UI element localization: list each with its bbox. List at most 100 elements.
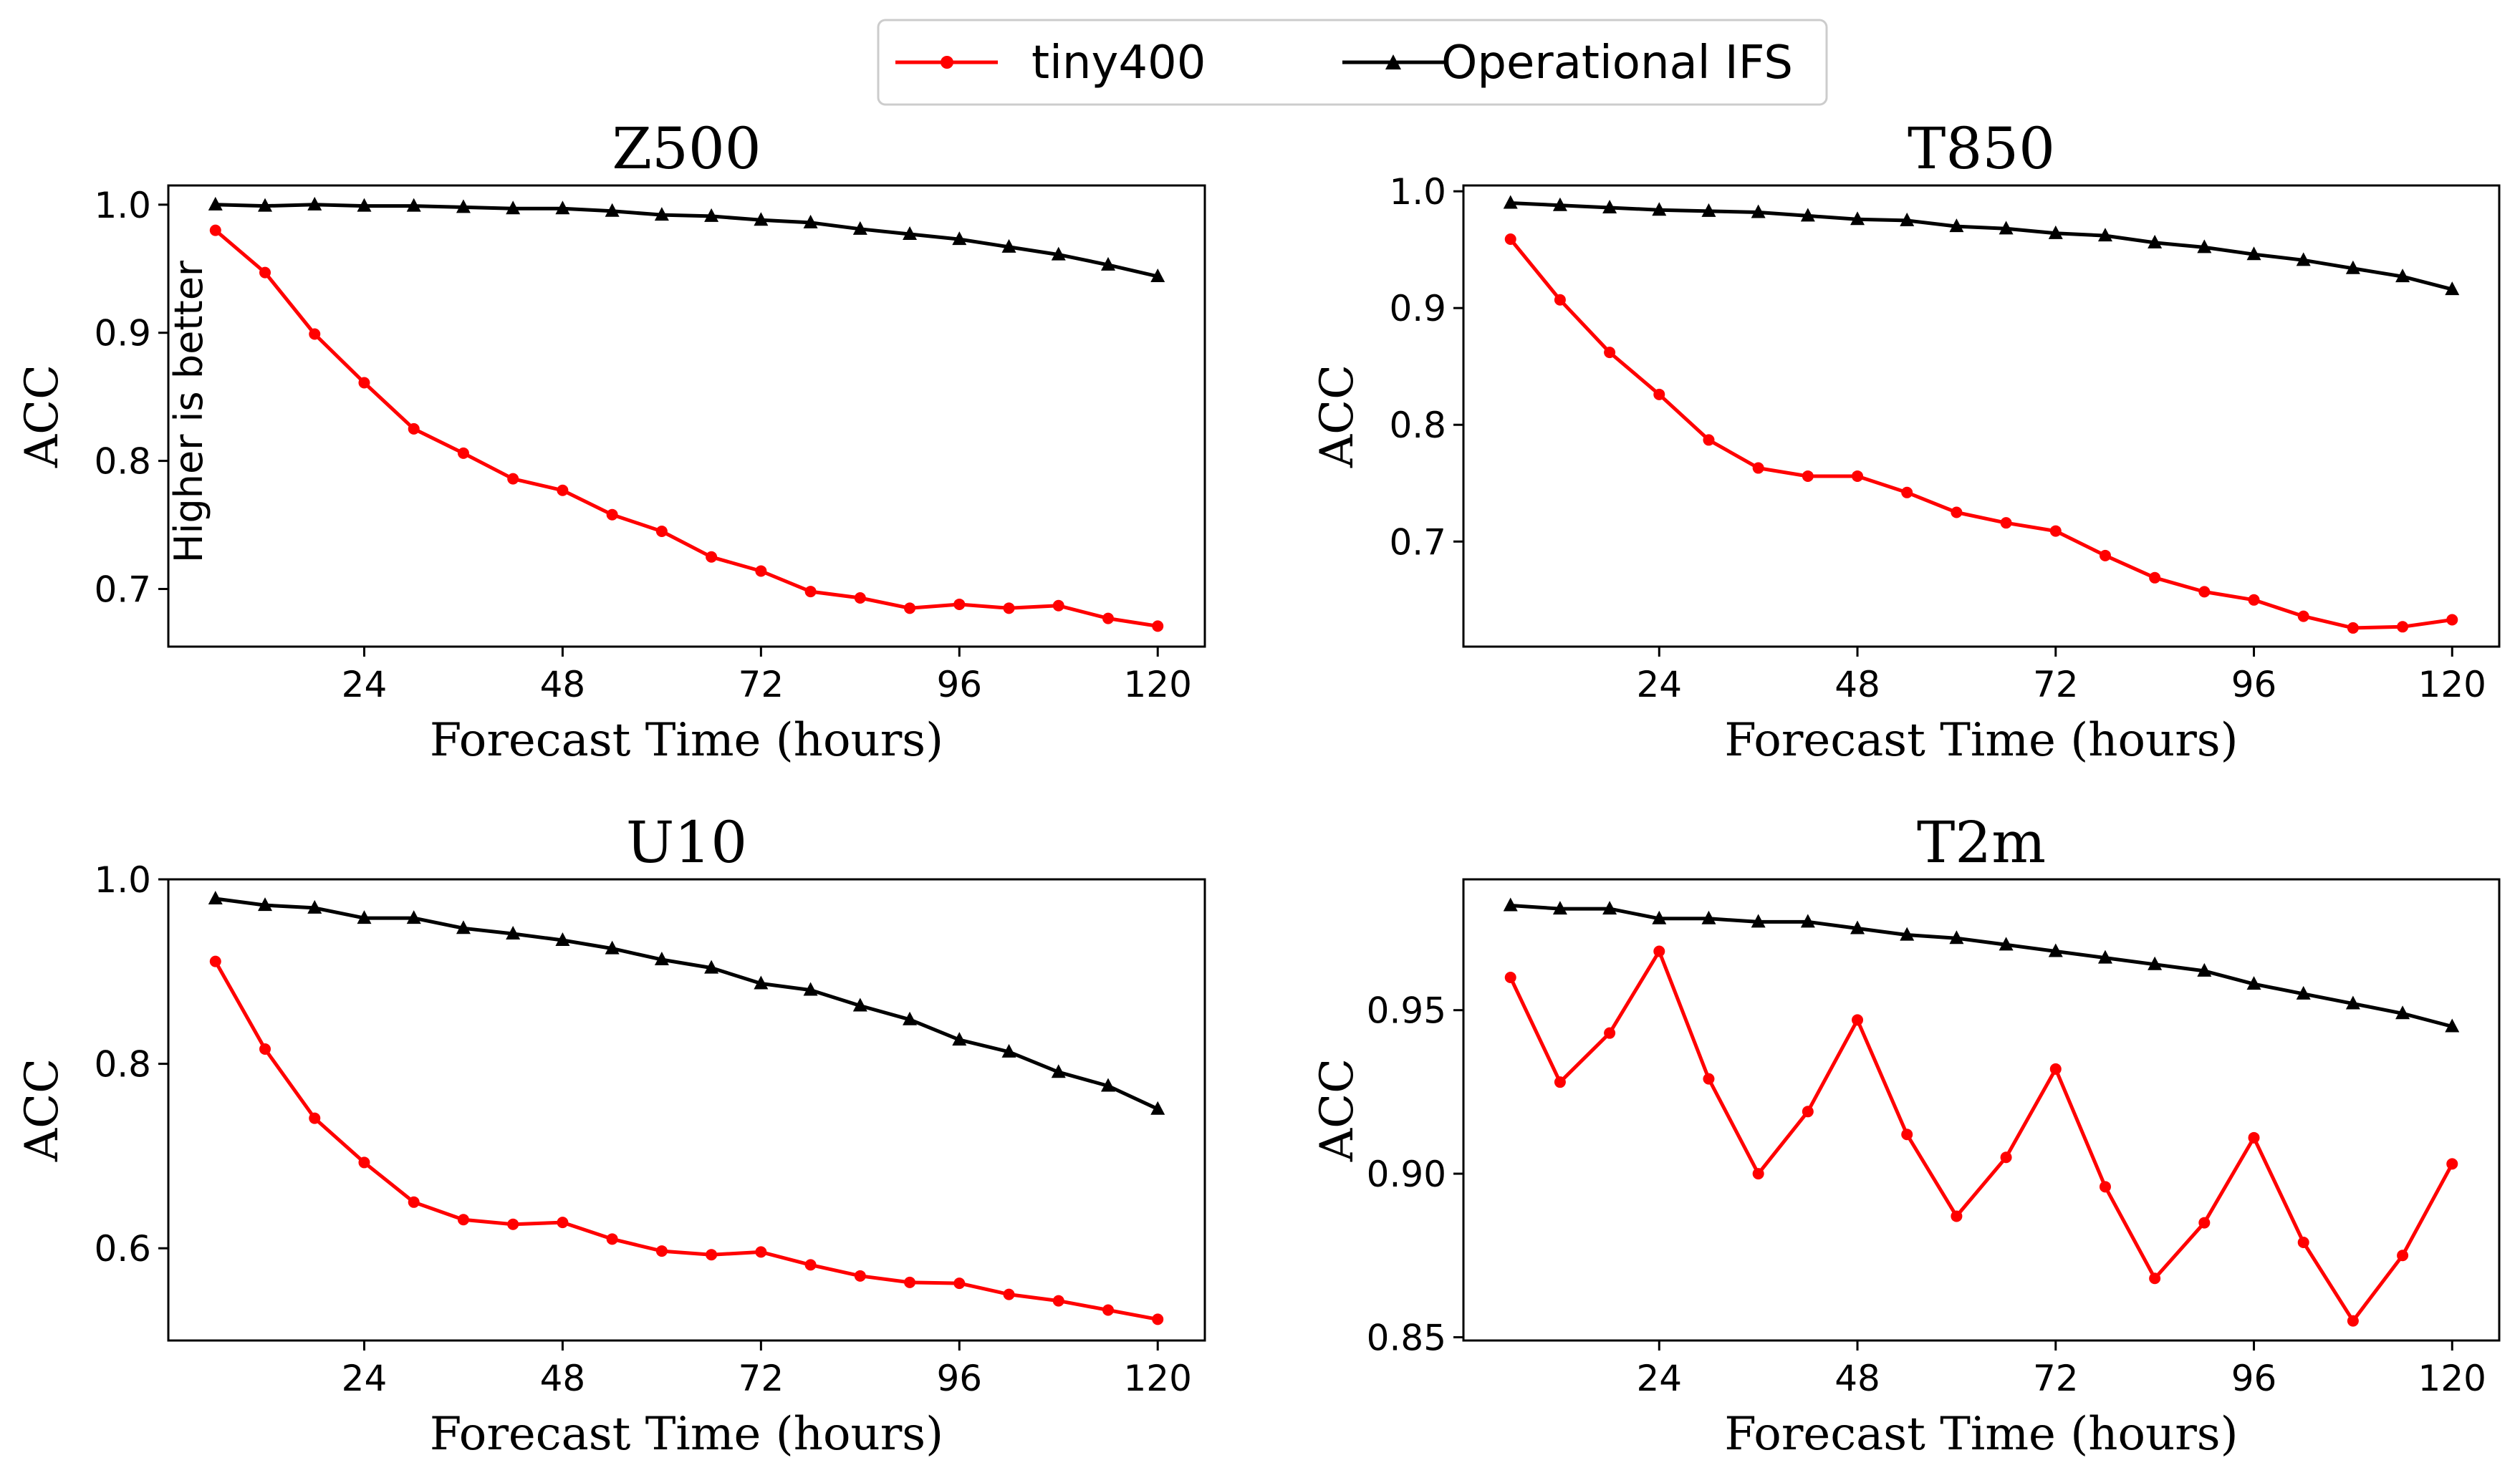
data-point-t850-operational-ifs	[1552, 197, 1567, 211]
data-point-u10-operational-ifs	[704, 960, 719, 974]
y-tick-label: 0.85	[1367, 1317, 1446, 1358]
series-line-z500-tiny400	[214, 228, 1158, 628]
data-point-z500-operational-ifs	[1051, 246, 1066, 261]
data-point-t2m-operational-ifs	[2148, 956, 2163, 970]
x-tick-label: 48	[1834, 1358, 1880, 1399]
data-point-u10-tiny400	[358, 1156, 370, 1169]
panel-t850: 24 48 72 96 120 0.7 0.8 0.9 1.0 T850 Forecast Time…	[1311, 115, 2501, 767]
series-line-t850-tiny400	[1509, 238, 2453, 630]
data-point-z500-tiny400	[755, 565, 767, 577]
data-point-t2m-tiny400	[1504, 972, 1516, 984]
data-point-u10-tiny400	[755, 1246, 767, 1258]
data-point-t2m-tiny400	[2149, 1272, 2161, 1285]
x-tick-label: 24	[1636, 1358, 1682, 1399]
data-point-t850-operational-ifs	[2445, 281, 2460, 296]
series-line-t850-operational-ifs	[1510, 201, 2453, 291]
data-point-t2m-tiny400	[2099, 1181, 2111, 1193]
x-tick-label: 24	[342, 664, 388, 705]
data-point-u10-tiny400	[457, 1214, 469, 1226]
data-point-t850-tiny400	[2297, 610, 2309, 622]
data-point-t2m-tiny400	[1852, 1014, 1864, 1026]
legend: tiny400 Operational IFS	[877, 19, 1828, 106]
data-point-t2m-tiny400	[1951, 1210, 1963, 1222]
data-point-t2m-operational-ifs	[1701, 910, 1716, 924]
data-point-t2m-tiny400	[2000, 1151, 2012, 1164]
data-point-z500-tiny400	[606, 508, 618, 521]
data-point-t850-operational-ifs	[1751, 204, 1766, 218]
data-point-z500-tiny400	[1102, 612, 1114, 624]
data-point-t850-operational-ifs	[1999, 221, 2014, 235]
data-point-z500-operational-ifs	[704, 208, 719, 222]
data-point-u10-operational-ifs	[307, 899, 322, 914]
data-point-u10-tiny400	[854, 1270, 866, 1282]
data-point-t2m-tiny400	[1901, 1129, 1913, 1141]
data-point-u10-operational-ifs	[357, 910, 372, 924]
data-point-t850-tiny400	[2248, 594, 2260, 606]
y-tick-label: 1.0	[94, 859, 151, 901]
data-point-u10-tiny400	[1052, 1295, 1064, 1307]
data-point-z500-operational-ifs	[903, 226, 918, 240]
data-point-t850-operational-ifs	[2246, 246, 2261, 261]
data-point-z500-operational-ifs	[754, 212, 769, 226]
x-tick-label: 120	[1124, 1358, 1192, 1399]
panel-title: Z500	[612, 115, 761, 182]
data-point-t2m-tiny400	[1703, 1073, 1715, 1085]
x-axis-label: Forecast Time (hours)	[1724, 1408, 2238, 1461]
data-point-z500-tiny400	[1052, 599, 1064, 612]
data-point-z500-operational-ifs	[605, 203, 620, 217]
data-point-t850-operational-ifs	[1949, 218, 1964, 233]
data-point-t2m-tiny400	[1604, 1027, 1616, 1039]
data-point-u10-operational-ifs	[1051, 1064, 1066, 1078]
data-point-t2m-tiny400	[2297, 1236, 2309, 1248]
y-tick-label: 1.0	[1389, 171, 1446, 213]
data-point-z500-tiny400	[706, 551, 718, 563]
data-point-z500-tiny400	[854, 592, 866, 604]
data-point-z500-tiny400	[904, 602, 916, 614]
y-tick-label: 0.8	[1389, 405, 1446, 446]
y-tick-label: 0.90	[1367, 1154, 1446, 1195]
data-point-z500-operational-ifs	[555, 201, 570, 215]
data-point-t850-operational-ifs	[2048, 225, 2063, 239]
x-axis-label: Forecast Time (hours)	[1724, 714, 2238, 767]
data-point-t850-operational-ifs	[2345, 260, 2360, 274]
data-point-u10-tiny400	[953, 1277, 966, 1290]
y-tick-label: 0.8	[94, 441, 151, 483]
data-point-t2m-operational-ifs	[1999, 937, 2014, 951]
data-point-t2m-operational-ifs	[2246, 976, 2261, 990]
data-point-t850-operational-ifs	[1602, 199, 1617, 213]
data-point-t2m-operational-ifs	[1552, 901, 1567, 915]
data-point-t2m-operational-ifs	[1602, 901, 1617, 915]
data-point-t2m-operational-ifs	[1652, 910, 1667, 924]
data-point-z500-tiny400	[358, 377, 370, 389]
data-point-t850-operational-ifs	[1701, 203, 1716, 217]
data-point-u10-tiny400	[259, 1043, 271, 1055]
data-point-z500-operational-ifs	[1001, 238, 1016, 253]
data-point-u10-operational-ifs	[605, 940, 620, 955]
data-point-t2m-operational-ifs	[2445, 1018, 2460, 1033]
y-tick-label: 0.9	[1389, 288, 1446, 329]
data-point-z500-operational-ifs	[208, 196, 223, 211]
data-point-t2m-operational-ifs	[1503, 897, 1518, 912]
data-point-t850-tiny400	[1852, 470, 1864, 482]
data-point-t850-tiny400	[2347, 622, 2359, 634]
data-point-z500-operational-ifs	[1150, 269, 1165, 283]
data-point-u10-tiny400	[557, 1217, 569, 1229]
series-line-u10-operational-ifs	[215, 897, 1159, 1111]
data-point-u10-operational-ifs	[852, 997, 867, 1012]
data-point-t850-tiny400	[1951, 506, 1963, 518]
data-point-u10-tiny400	[655, 1245, 668, 1257]
panel-title: T850	[1908, 115, 2055, 182]
data-point-z500-tiny400	[557, 484, 569, 496]
data-point-t850-tiny400	[1554, 294, 1566, 306]
data-point-z500-tiny400	[1003, 602, 1015, 614]
y-axis-label: ACC	[16, 1058, 69, 1162]
data-point-u10-operational-ifs	[754, 975, 769, 990]
legend-marker-tiny400	[941, 56, 953, 69]
data-point-t850-tiny400	[1752, 462, 1764, 474]
data-point-t850-operational-ifs	[2097, 228, 2112, 242]
y-tick-label: 0.6	[94, 1228, 151, 1270]
legend-label-tiny400: tiny400	[1031, 37, 1206, 90]
data-point-t2m-operational-ifs	[2097, 950, 2112, 964]
panel-u10: 24 48 72 96 120 0.6 0.8 1.0 U10 Forecast Time (ho…	[16, 809, 1206, 1461]
data-point-t850-tiny400	[1802, 470, 1814, 482]
